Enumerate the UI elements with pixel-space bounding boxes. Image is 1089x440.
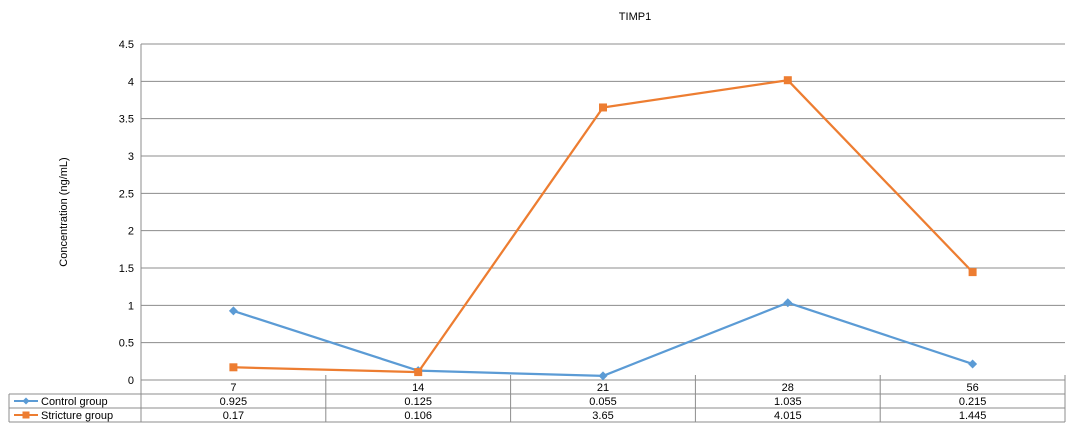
y-tick-label: 0.5 xyxy=(119,338,134,350)
table-cell-value: 1.445 xyxy=(959,410,987,422)
data-point-diamond xyxy=(968,359,978,369)
y-tick-label: 4.5 xyxy=(119,39,134,51)
table-cell-value: 0.215 xyxy=(959,396,987,408)
y-tick-label: 3.5 xyxy=(119,114,134,126)
x-tick-label: 7 xyxy=(230,382,236,394)
data-point-square xyxy=(229,363,238,372)
grid-layer xyxy=(140,43,1065,381)
table-cell-value: 0.106 xyxy=(404,410,432,422)
table-cell-value: 0.125 xyxy=(404,396,432,408)
legend-series-name: Control group xyxy=(41,396,108,408)
y-tick-label: 2 xyxy=(128,226,134,238)
x-tick-label: 28 xyxy=(782,382,794,394)
legend-series-name: Stricture group xyxy=(41,410,113,422)
table-cell-value: 3.65 xyxy=(592,410,613,422)
x-tick-label: 14 xyxy=(412,382,424,394)
table-cell-value: 0.17 xyxy=(223,410,244,422)
data-point-square xyxy=(783,76,792,85)
y-tick-label: 1.5 xyxy=(119,263,134,275)
table-cell-value: 1.035 xyxy=(774,396,802,408)
legend-key-diamond-marker xyxy=(22,397,30,405)
data-point-square xyxy=(414,368,423,377)
y-tick-labels: 0 0.5 1 1.5 2 2.5 3 3.5 4 4.5 xyxy=(119,39,134,387)
y-tick-label: 0 xyxy=(128,375,134,387)
series-line-control-group xyxy=(233,301,973,378)
y-tick-label: 1 xyxy=(128,300,134,312)
data-table: 7 14 21 28 56 Control group 0.925 0.125 0.055 1.0… xyxy=(8,375,1066,423)
legend-key-square-marker xyxy=(22,411,30,419)
data-point-diamond xyxy=(783,298,793,308)
data-point-square xyxy=(968,268,977,277)
y-axis-label: Concentration (ng/mL) xyxy=(58,157,70,266)
data-point-square xyxy=(599,103,607,112)
y-tick-label: 4 xyxy=(128,76,134,88)
table-cell-value: 4.015 xyxy=(774,410,802,422)
x-tick-label: 21 xyxy=(597,382,609,394)
y-tick-label: 3 xyxy=(128,151,134,163)
data-point-diamond xyxy=(228,306,238,316)
table-cell-value: 0.055 xyxy=(589,396,617,408)
table-cell-value: 0.925 xyxy=(220,396,248,408)
series-layer xyxy=(228,76,978,381)
chart-title: TIMP1 xyxy=(619,11,651,23)
data-point-diamond xyxy=(598,371,608,381)
x-tick-label: 56 xyxy=(966,382,978,394)
y-tick-label: 2.5 xyxy=(119,188,134,200)
